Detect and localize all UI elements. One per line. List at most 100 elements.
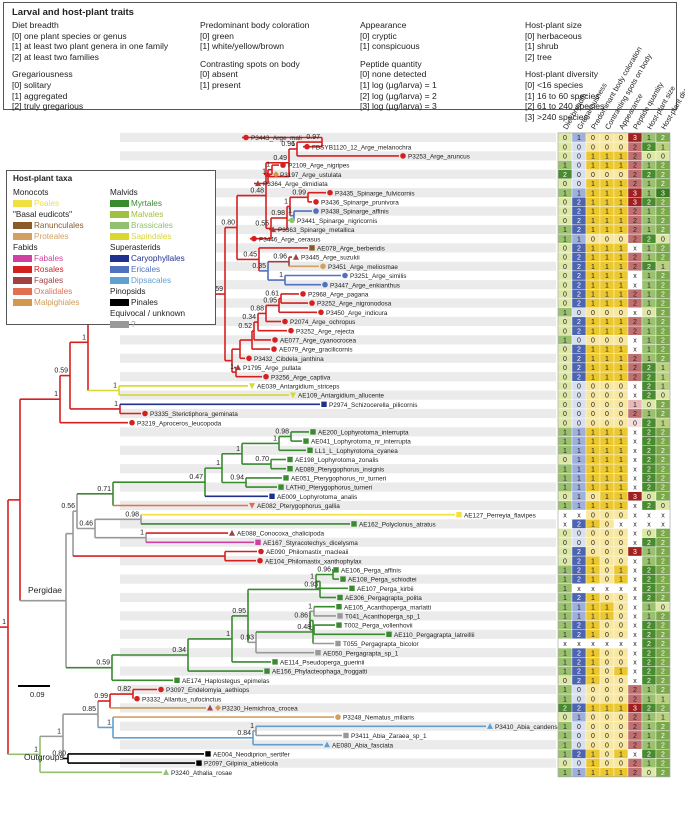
- trait-cell-value: 0: [591, 135, 595, 142]
- trait-cell-value: x: [633, 246, 637, 253]
- trait-cell-value: 0: [563, 402, 567, 409]
- trait-cell-value: 0: [563, 540, 567, 547]
- trait-cell-value: 0: [605, 752, 609, 759]
- tip-square-marker: [321, 401, 327, 407]
- diet-0: [0] one plant species or genus: [12, 30, 127, 41]
- support-value: 0.34: [172, 647, 186, 654]
- trait-cell-value: 2: [633, 209, 637, 216]
- row-stripe: [120, 537, 556, 547]
- taxa-label: Dipsacales: [131, 276, 172, 285]
- trait-cell-value: 0: [591, 338, 595, 345]
- trait-cell-value: x: [591, 586, 595, 593]
- support-value: 0.46: [79, 521, 93, 528]
- trait-cell-value: 2: [647, 623, 651, 630]
- row-stripe: [120, 261, 556, 271]
- trait-cell-value: 1: [577, 770, 581, 777]
- trait-cell-value: 1: [605, 374, 609, 381]
- trait-cell-value: 1: [577, 439, 581, 446]
- trait-cell-value: 1: [661, 420, 665, 427]
- trait-cell-value: 1: [605, 770, 609, 777]
- taxa-item: Brassicales: [110, 221, 173, 230]
- trait-cell-value: 1: [577, 485, 581, 492]
- trait-cell-value: 1: [619, 319, 623, 326]
- trait-cell-value: 1: [605, 227, 609, 234]
- row-stripe: [120, 372, 556, 382]
- trait-cell-value: 0: [577, 172, 581, 179]
- clade-label: Outgroups: [24, 752, 64, 762]
- trait-cell-value: 2: [661, 669, 665, 676]
- taxon-label: AE082_Pterygophorus_gallia: [257, 503, 340, 510]
- trait-cell-value: 1: [647, 715, 651, 722]
- trait-cell-value: 0: [577, 402, 581, 409]
- row-stripe: [120, 390, 556, 400]
- tip-triangle-marker: [229, 529, 235, 536]
- trait-cell-value: 0: [633, 420, 637, 427]
- trait-cell-value: x: [661, 522, 665, 529]
- taxon-label: P3335_Sterictiphora_geminata: [150, 411, 238, 418]
- trait-cell-value: 1: [605, 485, 609, 492]
- trait-cell-value: 1: [619, 246, 623, 253]
- tip-square-marker: [255, 539, 261, 545]
- taxon-label: P3219_Aproceros_leucopoda: [137, 420, 222, 427]
- trait-cell-value: 0: [563, 393, 567, 400]
- trait-cell-value: 1: [605, 319, 609, 326]
- trait-cell-value: 1: [619, 485, 623, 492]
- trait-cell-value: 0: [591, 549, 595, 556]
- trait-cell-value: 2: [661, 218, 665, 225]
- row-stripe: [120, 298, 556, 308]
- trait-cell-value: x: [633, 678, 637, 685]
- taxa-item: Myrtales: [110, 199, 162, 208]
- trait-cell-value: x: [633, 604, 637, 611]
- tip-square-marker: [283, 475, 289, 481]
- support-value: 0.80: [221, 219, 235, 226]
- trait-cell-value: 0: [563, 264, 567, 271]
- trait-cell-value: 1: [563, 485, 567, 492]
- taxon-label: LATH0_Pterygophorus_turneri: [286, 485, 372, 492]
- taxon-label: AE198_Lophyrotoma_zonalis: [295, 457, 379, 464]
- support-value: 0.96: [317, 567, 331, 574]
- row-stripe: [120, 224, 556, 235]
- trait-cell-value: 0: [619, 236, 623, 243]
- trait-cell-value: 1: [619, 190, 623, 197]
- taxon-label: P2074_Arge_ochropus: [290, 319, 355, 326]
- trait-cell-value: 1: [591, 558, 595, 565]
- trait-cell-value: 1: [619, 347, 623, 354]
- trait-cell-value: 0: [563, 531, 567, 538]
- pep-1: [1] log (µg/larva) = 1: [360, 79, 437, 90]
- diet-title: Diet breadth: [12, 20, 59, 30]
- trait-cell-value: 1: [619, 752, 623, 759]
- tip-triangle-marker: [293, 253, 299, 260]
- trait-cell-value: x: [633, 476, 637, 483]
- trait-cell-value: 2: [647, 200, 651, 207]
- tip-circle-marker: [320, 263, 326, 270]
- trait-cell-value: x: [633, 531, 637, 538]
- trait-cell-value: 0: [563, 365, 567, 372]
- trait-cell-value: x: [633, 347, 637, 354]
- legend-col-appearance: Appearance [0] cryptic [1] conspicuous P…: [360, 20, 437, 112]
- trait-cell-value: 0: [563, 761, 567, 768]
- taxon-label: P3450_Arge_indicura: [326, 310, 388, 317]
- trait-cell-value: 2: [577, 660, 581, 667]
- trait-cell-value: 1: [647, 163, 651, 170]
- trait-cell-value: 1: [591, 706, 595, 713]
- trait-cell-value: 0: [591, 420, 595, 427]
- support-value: 0.96: [273, 254, 287, 261]
- trait-cell-value: 1: [605, 614, 609, 621]
- trait-cell-value: 2: [633, 715, 637, 722]
- trait-cell-value: 0: [563, 356, 567, 363]
- trait-cell-value: 0: [563, 678, 567, 685]
- trait-cell-value: 2: [633, 172, 637, 179]
- trait-cell-value: 2: [633, 255, 637, 262]
- trait-cell-value: 0: [591, 742, 595, 749]
- tip-square-marker: [264, 668, 270, 674]
- trait-cell-value: 1: [605, 356, 609, 363]
- trait-cell-value: 0: [647, 402, 651, 409]
- trait-cell-value: 1: [661, 365, 665, 372]
- trait-cell-value: 0: [619, 338, 623, 345]
- support-value: 0.93: [240, 634, 254, 641]
- taxon-label: P3240_Athalia_rosae: [171, 770, 233, 777]
- trait-cell-value: 2: [633, 163, 637, 170]
- trait-cell-value: 1: [647, 604, 651, 611]
- trait-cell-value: 0: [577, 733, 581, 740]
- trait-cell-value: x: [661, 512, 665, 519]
